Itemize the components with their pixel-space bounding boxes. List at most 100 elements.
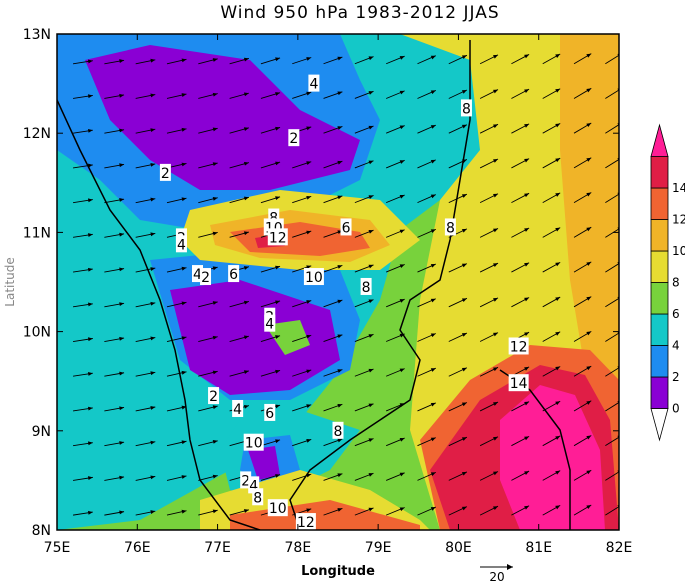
contour-label-box (360, 277, 372, 295)
wind-vector-head (87, 128, 93, 133)
contour-label-box (303, 268, 324, 286)
wind-vector-head (243, 92, 249, 97)
wind-vector-head (586, 261, 592, 266)
wind-vector-head (87, 510, 93, 515)
wind-vector-head (461, 159, 467, 164)
wind-vector-head (306, 161, 312, 165)
wind-vector-head (368, 160, 374, 165)
wind-vector-head (586, 400, 592, 405)
contour-label: 4 (233, 402, 242, 418)
wind-vector-head (430, 159, 436, 164)
colorbar-tick-label: 4 (672, 339, 680, 353)
chart-title: Wind 950 hPa 1983-2012 JJAS (220, 3, 499, 23)
wind-vector-head (150, 440, 156, 445)
reference-vector: 20 (480, 564, 513, 582)
wind-vector-head (119, 475, 125, 480)
wind-vector-head (275, 57, 281, 62)
wind-vector-head (399, 438, 405, 442)
wind-vector-head (430, 90, 436, 95)
wind-vector-head (430, 437, 436, 442)
wind-vector-head (275, 265, 281, 270)
colorbar-bin (650, 408, 669, 442)
wind-vector-head (87, 406, 93, 411)
colorbar-bin (650, 345, 669, 378)
wind-vector-head (243, 57, 249, 62)
contour-label: 8 (446, 220, 455, 236)
wind-vector-head (275, 369, 281, 374)
wind-vector-head (275, 439, 281, 444)
wind-vector-head (430, 298, 436, 303)
contour-label-box (508, 374, 529, 392)
wind-vector-head (368, 507, 374, 512)
wind-vector-head (399, 368, 405, 373)
wind-vector-head (430, 125, 436, 129)
wind-vector-head (524, 123, 530, 128)
wind-vector-head (306, 473, 312, 478)
colorbar-bin (650, 123, 669, 157)
wind-vector-head (306, 404, 312, 408)
wind-vector-head (368, 230, 374, 234)
wind-vector-head (461, 263, 467, 268)
contour-label-box (460, 99, 472, 117)
wind-vector-head (555, 192, 561, 197)
wind-vector-head (555, 435, 561, 440)
wind-vector-head (243, 231, 249, 236)
contour-label-box (267, 228, 288, 246)
wind-vector-shaft (605, 193, 619, 204)
colorbar: 0 2 4 6 8 10 12 14 (650, 123, 685, 442)
colorbar-bin (650, 156, 669, 189)
x-tick-label: 79E (365, 540, 392, 556)
wind-vector-head (430, 264, 436, 268)
contour-label-box (192, 265, 203, 283)
wind-vector-head (461, 194, 467, 198)
contour-label-box (264, 314, 276, 332)
wind-vector-head (181, 162, 187, 167)
wind-vector-head (150, 93, 156, 98)
wind-vector-head (306, 334, 312, 339)
wind-vector-head (275, 196, 281, 201)
contour-label: 12 (297, 515, 315, 531)
wind-vector-head (493, 332, 499, 337)
wind-vector-head (555, 331, 561, 336)
wind-vector-head (524, 471, 530, 475)
wind-vector-head (87, 94, 93, 99)
wind-vector-head (524, 505, 530, 510)
contour-label-box (228, 265, 240, 283)
wind-vector-head (524, 401, 530, 406)
contour-label: 8 (334, 424, 343, 440)
wind-vector-head (212, 162, 218, 167)
wind-vector-head (493, 402, 499, 406)
wind-vector-head (119, 93, 125, 98)
wind-vector-head (181, 301, 187, 306)
wind-vector-head (212, 301, 218, 305)
wind-vector-head (119, 371, 125, 376)
contour-label: 2 (289, 131, 298, 147)
wind-vector-head (586, 227, 592, 232)
y-tick-label: 10N (23, 325, 51, 341)
wind-vector-head (461, 471, 467, 476)
wind-vector-shaft (605, 367, 619, 377)
wind-vector-head (493, 471, 499, 476)
wind-vector-head (306, 57, 312, 61)
contour-label-box (232, 399, 244, 417)
wind-vector-head (461, 333, 467, 337)
wind-vector-head (150, 58, 156, 63)
wind-vector-head (555, 262, 561, 267)
y-tick-label: 11N (23, 225, 51, 241)
wind-vector-head (555, 88, 561, 93)
wind-vector-head (368, 473, 374, 477)
wind-vector-head (243, 509, 249, 513)
wind-vector-head (243, 127, 249, 131)
colorbar-tick-label: 10 (672, 244, 685, 258)
wind-vector-head (212, 92, 218, 97)
wind-vector-head (524, 89, 530, 94)
colorbar-tick-label: 0 (672, 402, 680, 416)
wind-vector-head (586, 435, 592, 440)
wind-vector-shaft (605, 436, 619, 447)
wind-vector-head (586, 157, 592, 162)
contour-label-box (508, 337, 529, 355)
contour-label-box (248, 476, 260, 494)
wind-vector-head (368, 264, 374, 269)
colorbar-bin (650, 376, 669, 409)
wind-vector-head (87, 337, 93, 342)
